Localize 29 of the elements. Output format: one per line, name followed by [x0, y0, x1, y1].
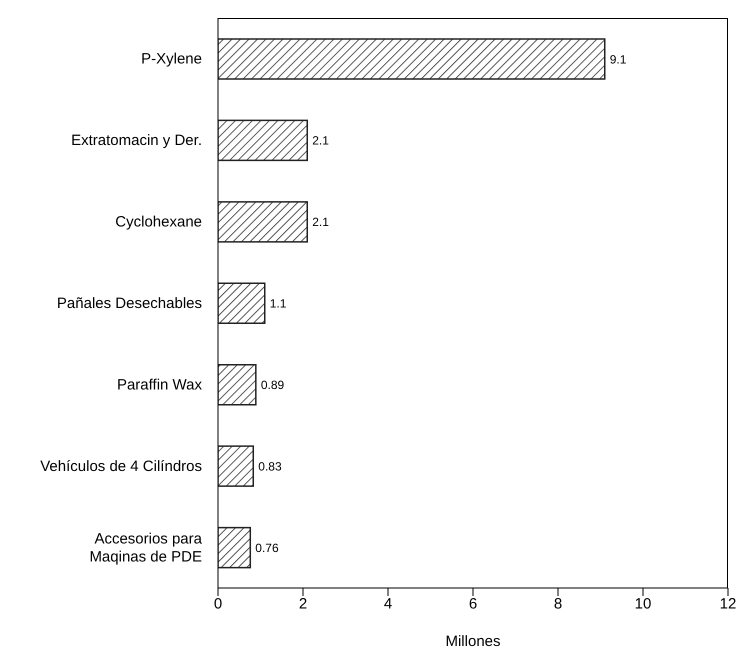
data-label: 0.76	[255, 540, 279, 555]
bar	[218, 201, 308, 243]
y-tick-label: Extratomacin y Der.	[71, 132, 202, 149]
bar	[218, 526, 252, 568]
data-label: 0.83	[258, 459, 282, 474]
x-tick-label: 12	[720, 596, 736, 613]
y-tick-label: Paraffin Wax	[116, 376, 202, 393]
data-label: 2.1	[312, 215, 330, 230]
x-tick-label: 10	[634, 596, 652, 613]
y-tick-label: Accesorios para Maqinas de PDE	[89, 530, 203, 565]
bar	[218, 120, 308, 162]
y-tick-label: Vehículos de 4 Cilíndros	[40, 457, 202, 474]
x-tick-label: 8	[554, 596, 562, 613]
bar	[218, 282, 266, 324]
x-tick-label: 4	[384, 596, 392, 613]
bar	[218, 38, 606, 80]
x-axis-title: Millones	[445, 633, 501, 650]
x-tick-label: 6	[468, 596, 478, 613]
data-label: 9.1	[610, 52, 627, 66]
y-tick-label: Cyclohexane	[115, 213, 202, 230]
data-label: 1.1	[270, 296, 287, 311]
data-label: 2.1	[312, 134, 330, 148]
y-tick-label: P-Xylene	[141, 50, 202, 68]
x-tick-label: 2	[298, 596, 308, 613]
bar	[218, 364, 257, 406]
data-label: 0.89	[260, 378, 285, 392]
y-tick-label: Pañales Desechables	[56, 294, 202, 312]
bar	[218, 445, 254, 487]
x-tick-label: 0	[214, 596, 222, 613]
